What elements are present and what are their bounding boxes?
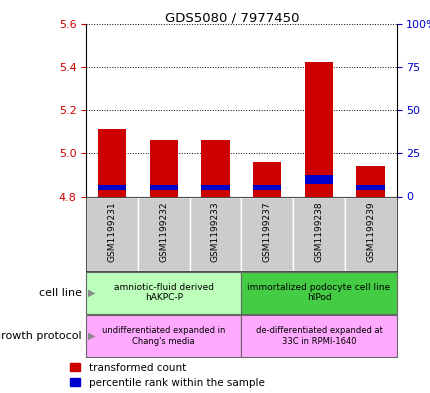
Text: immortalized podocyte cell line
hIPod: immortalized podocyte cell line hIPod bbox=[247, 283, 390, 303]
Bar bbox=[189, 196, 241, 271]
Bar bbox=[356, 185, 384, 190]
Bar bbox=[252, 185, 281, 190]
Text: growth protocol: growth protocol bbox=[0, 331, 82, 341]
Bar bbox=[86, 196, 138, 271]
Bar bbox=[304, 62, 332, 196]
Text: GSM1199232: GSM1199232 bbox=[159, 202, 168, 262]
Text: de-differentiated expanded at
33C in RPMI-1640: de-differentiated expanded at 33C in RPM… bbox=[255, 326, 381, 346]
Bar bbox=[252, 162, 281, 196]
Text: GSM1199237: GSM1199237 bbox=[262, 202, 271, 263]
Text: GSM1199239: GSM1199239 bbox=[366, 202, 374, 263]
Bar bbox=[201, 185, 229, 190]
Text: ▶: ▶ bbox=[88, 288, 95, 298]
Bar bbox=[149, 140, 178, 196]
Bar bbox=[98, 130, 126, 196]
Bar bbox=[292, 196, 344, 271]
Bar bbox=[241, 196, 292, 271]
Bar bbox=[344, 196, 396, 271]
Bar bbox=[138, 196, 189, 271]
Bar bbox=[98, 185, 126, 190]
Text: cell line: cell line bbox=[39, 288, 82, 298]
Bar bbox=[356, 166, 384, 196]
Bar bbox=[241, 315, 396, 357]
Bar bbox=[149, 185, 178, 190]
Bar bbox=[86, 272, 241, 314]
Text: amniotic-fluid derived
hAKPC-P: amniotic-fluid derived hAKPC-P bbox=[114, 283, 213, 303]
Bar bbox=[201, 140, 229, 196]
Text: GSM1199233: GSM1199233 bbox=[211, 202, 219, 263]
Bar bbox=[86, 315, 241, 357]
Text: undifferentiated expanded in
Chang's media: undifferentiated expanded in Chang's med… bbox=[102, 326, 225, 346]
Bar bbox=[304, 175, 332, 184]
Bar bbox=[241, 272, 396, 314]
Text: GDS5080 / 7977450: GDS5080 / 7977450 bbox=[165, 12, 299, 25]
Legend: transformed count, percentile rank within the sample: transformed count, percentile rank withi… bbox=[70, 363, 264, 388]
Text: ▶: ▶ bbox=[88, 331, 95, 341]
Text: GSM1199231: GSM1199231 bbox=[108, 202, 116, 263]
Text: GSM1199238: GSM1199238 bbox=[314, 202, 322, 263]
